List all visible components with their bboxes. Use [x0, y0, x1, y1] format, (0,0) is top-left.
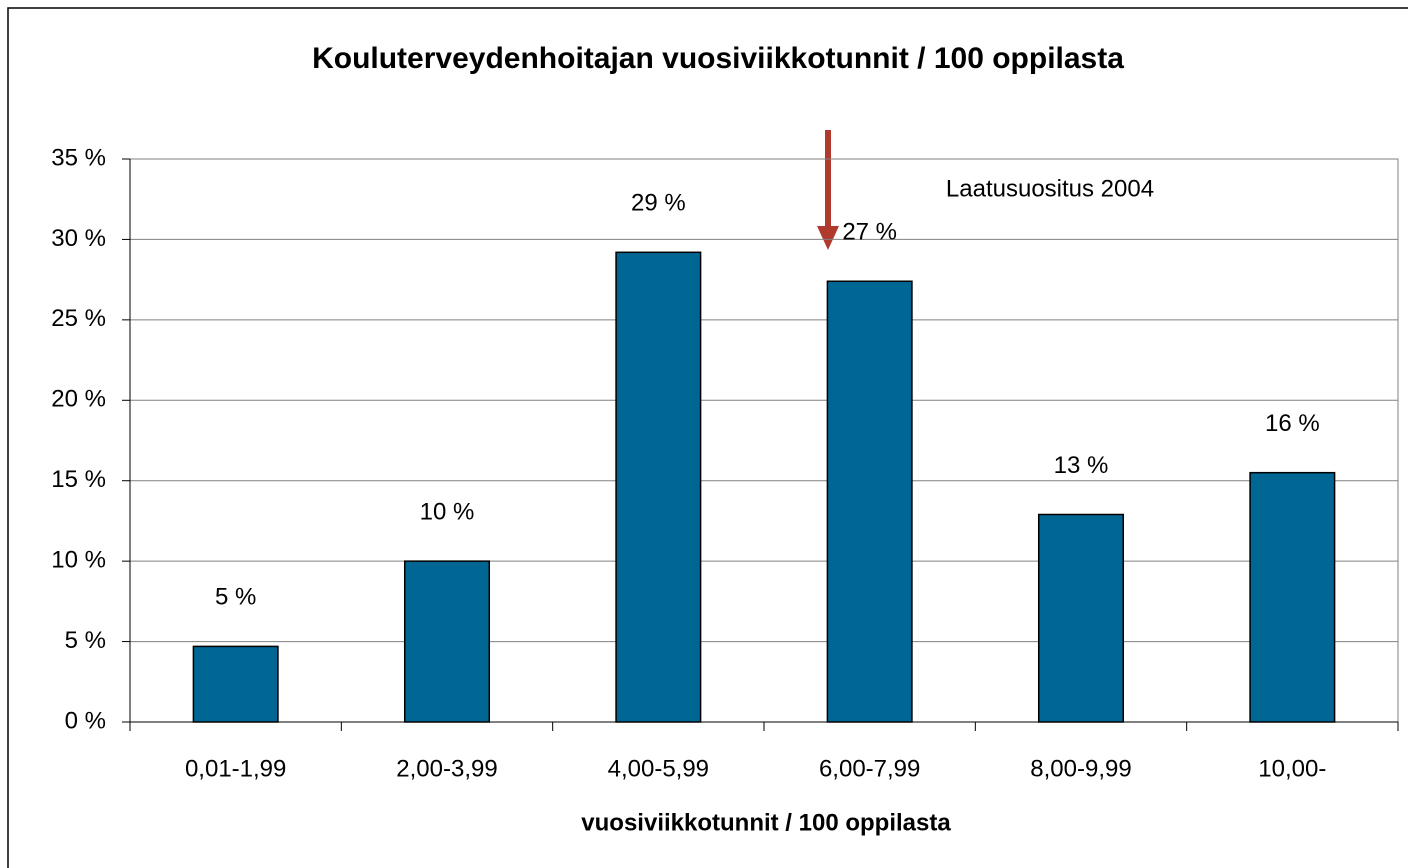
data-label: 16 % — [1265, 410, 1320, 437]
y-tick-label: 15 % — [51, 466, 106, 493]
data-label: 13 % — [1054, 452, 1109, 479]
x-tick-label: 8,00-9,99 — [1030, 755, 1131, 782]
bar — [192, 645, 279, 723]
y-tick-label: 25 % — [51, 305, 106, 332]
bar — [1037, 513, 1125, 723]
bar — [615, 251, 702, 723]
data-label: 10 % — [420, 498, 475, 525]
x-tick-label: 6,00-7,99 — [819, 755, 920, 782]
annotation: Laatusuositus 2004 — [946, 175, 1154, 202]
data-label: 5 % — [215, 584, 256, 611]
x-axis-label: vuosiviikkotunnit / 100 oppilasta — [581, 809, 951, 836]
data-label: 27 % — [842, 219, 897, 246]
x-tick-label: 0,01-1,99 — [185, 755, 286, 782]
data-label: 29 % — [631, 190, 686, 217]
bar — [826, 280, 913, 723]
x-tick-label: 2,00-3,99 — [396, 755, 497, 782]
arrow — [817, 130, 839, 250]
x-tick-label: 4,00-5,99 — [608, 755, 709, 782]
y-tick-label: 5 % — [65, 627, 106, 654]
y-tick-label: 30 % — [51, 225, 106, 252]
y-tick-label: 0 % — [65, 707, 106, 734]
bar — [403, 560, 491, 723]
bar — [1249, 471, 1336, 723]
chart-title: Kouluterveydenhoitajan vuosiviikkotunnit… — [312, 42, 1124, 75]
y-tick-label: 35 % — [51, 144, 106, 171]
y-tick-label: 10 % — [51, 546, 106, 573]
x-tick-label: 10,00- — [1258, 755, 1326, 782]
chart-frame — [7, 7, 1408, 868]
y-tick-label: 20 % — [51, 386, 106, 413]
